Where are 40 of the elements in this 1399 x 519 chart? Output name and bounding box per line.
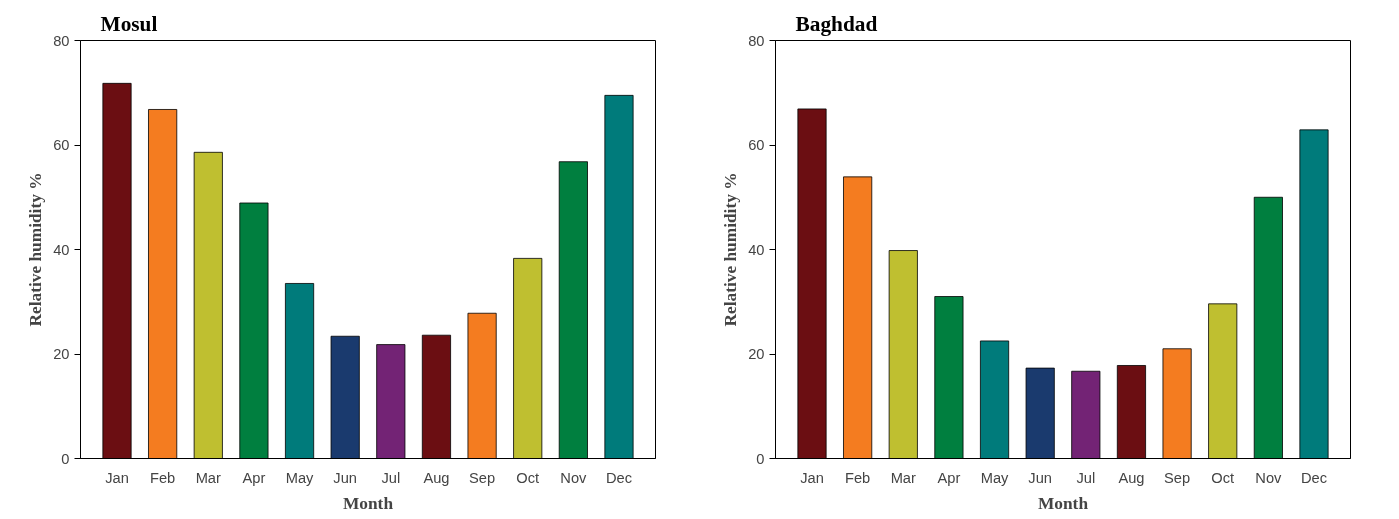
y-axis-title: Relative humidity %: [721, 172, 741, 327]
x-tick-label: Apr: [242, 469, 266, 486]
x-tick-label: Sep: [1164, 469, 1191, 486]
x-tick-label: May: [285, 469, 315, 486]
x-tick-label: Jul: [1076, 469, 1096, 486]
x-tick-label: Aug: [1118, 469, 1145, 486]
y-tick-label: 0: [61, 450, 70, 467]
x-tick-label: May: [980, 469, 1010, 486]
x-tick-label: Mar: [195, 469, 222, 486]
y-tick-label: 20: [748, 346, 765, 362]
x-tick-label: Dec: [605, 469, 633, 486]
x-tick-label: Mar: [890, 469, 917, 486]
chart-title: Mosul: [100, 11, 158, 36]
x-axis-title: Month: [342, 493, 394, 513]
x-tick-label: Nov: [560, 469, 588, 486]
x-tick-label: Feb: [845, 469, 871, 486]
y-axis-title: Relative humidity %: [26, 172, 46, 327]
x-tick-label: Sep: [469, 469, 496, 486]
y-tick-label: 60: [748, 137, 765, 153]
x-tick-label: Feb: [150, 469, 176, 486]
x-tick-label: Nov: [1255, 469, 1283, 486]
y-tick-label: 60: [53, 137, 70, 153]
y-tick-label: 80: [53, 32, 70, 49]
x-tick-label: Jan: [105, 469, 129, 486]
y-tick-label: 40: [53, 241, 70, 258]
x-tick-label: Oct: [516, 469, 540, 486]
y-tick-label: 40: [748, 241, 765, 258]
x-tick-label: Jul: [381, 469, 401, 486]
x-tick-label: Oct: [1211, 469, 1235, 486]
x-axis-title: Month: [1037, 493, 1089, 513]
x-tick-label: Jan: [800, 469, 824, 486]
x-tick-label: Aug: [423, 469, 450, 486]
y-tick-label: 0: [756, 450, 765, 467]
y-tick-label: 20: [53, 346, 70, 362]
x-tick-label: Dec: [1300, 469, 1328, 486]
chart-title: Baghdad: [795, 11, 878, 36]
y-tick-label: 80: [748, 32, 765, 49]
x-tick-label: Jun: [1028, 469, 1053, 486]
x-tick-label: Jun: [333, 469, 358, 486]
x-tick-label: Apr: [937, 469, 961, 486]
